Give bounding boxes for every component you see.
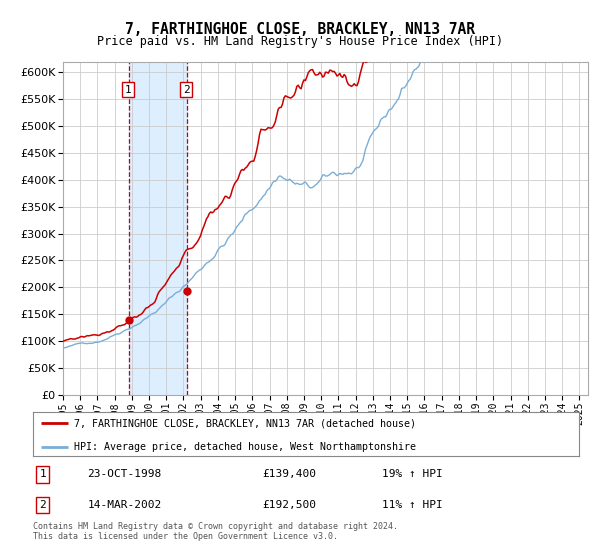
Text: This data is licensed under the Open Government Licence v3.0.: This data is licensed under the Open Gov… xyxy=(33,532,338,541)
Text: Contains HM Land Registry data © Crown copyright and database right 2024.: Contains HM Land Registry data © Crown c… xyxy=(33,522,398,531)
Text: 7, FARTHINGHOE CLOSE, BRACKLEY, NN13 7AR (detached house): 7, FARTHINGHOE CLOSE, BRACKLEY, NN13 7AR… xyxy=(74,418,416,428)
Text: £192,500: £192,500 xyxy=(262,500,316,510)
Text: Price paid vs. HM Land Registry's House Price Index (HPI): Price paid vs. HM Land Registry's House … xyxy=(97,35,503,48)
Text: 1: 1 xyxy=(124,85,131,95)
Text: 2: 2 xyxy=(40,500,46,510)
Text: 1: 1 xyxy=(40,469,46,479)
Text: 19% ↑ HPI: 19% ↑ HPI xyxy=(382,469,443,479)
Text: 7, FARTHINGHOE CLOSE, BRACKLEY, NN13 7AR: 7, FARTHINGHOE CLOSE, BRACKLEY, NN13 7AR xyxy=(125,22,475,38)
Text: £139,400: £139,400 xyxy=(262,469,316,479)
Text: HPI: Average price, detached house, West Northamptonshire: HPI: Average price, detached house, West… xyxy=(74,441,416,451)
Text: 2: 2 xyxy=(182,85,190,95)
Text: 11% ↑ HPI: 11% ↑ HPI xyxy=(382,500,443,510)
Text: 14-MAR-2002: 14-MAR-2002 xyxy=(88,500,162,510)
Bar xyxy=(128,62,187,395)
Text: 23-OCT-1998: 23-OCT-1998 xyxy=(88,469,162,479)
